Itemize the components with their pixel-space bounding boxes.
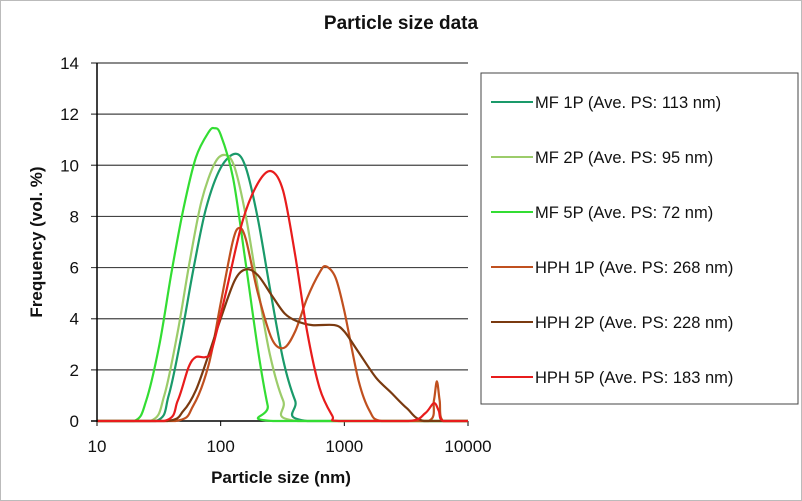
y-tick-label: 0 (70, 412, 79, 431)
y-axis-label: Frequency (vol. %) (27, 166, 46, 317)
x-tick-label: 1000 (325, 437, 363, 456)
chart-title: Particle size data (324, 13, 479, 34)
y-tick-label: 4 (70, 310, 79, 329)
y-tick-label: 2 (70, 361, 79, 380)
y-tick-label: 10 (60, 156, 79, 175)
legend-entry: MF 2P (Ave. PS: 95 nm) (535, 149, 713, 167)
legend-entry: HPH 1P (Ave. PS: 268 nm) (535, 259, 733, 277)
y-tick-label: 6 (70, 259, 79, 278)
x-tick-label: 100 (206, 437, 234, 456)
x-tick-label: 10000 (444, 437, 491, 456)
legend-entry: MF 5P (Ave. PS: 72 nm) (535, 204, 713, 222)
legend-box (480, 72, 799, 405)
legend: MF 1P (Ave. PS: 113 nm) MF 2P (Ave. PS: 9… (491, 94, 733, 387)
legend-entry: HPH 5P (Ave. PS: 183 nm) (535, 369, 733, 387)
series-line (96, 226, 468, 423)
series-line (96, 169, 468, 423)
y-tick-label: 14 (60, 54, 79, 73)
legend-entry: MF 1P (Ave. PS: 113 nm) (535, 94, 721, 112)
x-axis-label: Particle size (nm) (211, 468, 351, 487)
series-line (96, 268, 468, 423)
y-tick-label: 8 (70, 207, 79, 226)
series-line (96, 126, 468, 423)
legend-entry: HPH 2P (Ave. PS: 228 nm) (535, 314, 733, 332)
y-tick-label: 12 (60, 105, 79, 124)
series-line (96, 152, 468, 423)
x-tick-label: 10 (88, 437, 107, 456)
